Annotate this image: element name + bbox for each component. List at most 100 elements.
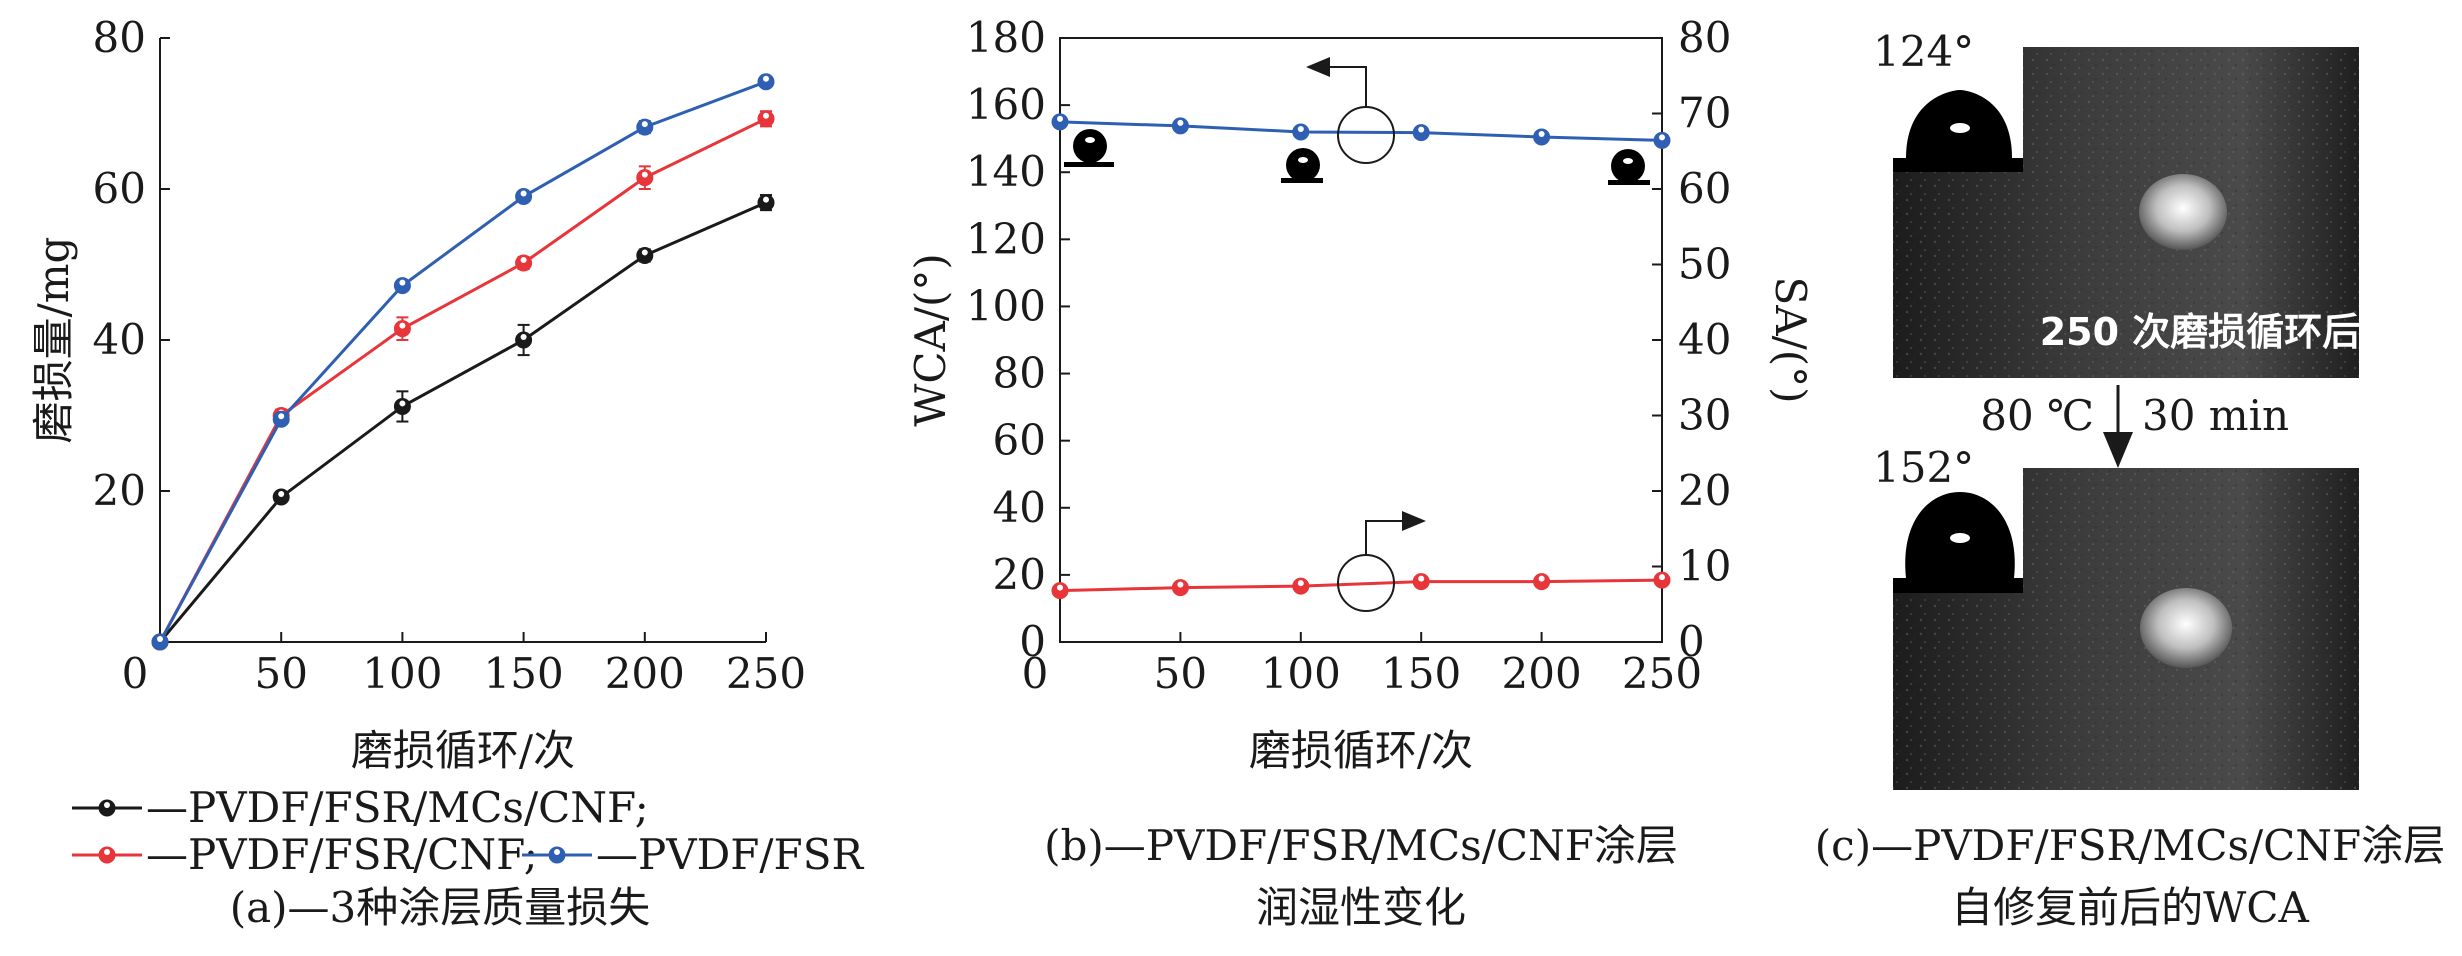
series-pvdf-fsr-cnf-point-highlight: [520, 256, 527, 263]
panel-b-x-label: 磨损循环/次: [1249, 726, 1473, 775]
panel-a-x-tick-label: 200: [605, 649, 685, 698]
series-pvdf-fsr-cnf-line: [158, 117, 767, 643]
series-pvdf-fsr-point-highlight: [520, 190, 527, 197]
panel-a-y-tick-label: 40: [93, 315, 146, 364]
panel-b-y-label-right: SA/(°): [1766, 276, 1815, 403]
panel-b-caption-line1: (b)—PVDF/FSR/MCs/CNF涂层: [1044, 821, 1678, 870]
droplet-icon: [1064, 129, 1114, 167]
series-pvdf-fsr-cnf-point-highlight: [763, 112, 769, 119]
series-pvdf-fsr-cnf-point-highlight: [641, 171, 648, 178]
panel-b-x-tick-label: 150: [1381, 649, 1461, 698]
series-wca-point-highlight: [1538, 130, 1545, 137]
panel-b-right-tick-label: 0: [1678, 617, 1705, 666]
panel-b-left-tick-label: 140: [966, 147, 1046, 196]
panel-a-caption: (a)—3种涂层质量损失: [230, 883, 651, 932]
series-pvdf-fsr-mcs-cnf-point-highlight: [399, 400, 406, 407]
series-wca-point-highlight: [1177, 119, 1184, 126]
panel-a-x-tick-label: 250: [726, 649, 806, 698]
panel-b-x-tick-label: 250: [1622, 649, 1702, 698]
panel-a-chart: 0 50 100 150 200 250 20 40 60 80 磨损循环/次 磨损量/mg —…: [29, 13, 864, 932]
angle-before-label: 124°: [1873, 27, 1974, 76]
series-pvdf-fsr-cnf: [151, 110, 775, 651]
series-wca-point-highlight: [1418, 126, 1425, 133]
panel-a-y-label: 磨损量/mg: [29, 237, 78, 444]
legend-item-red: —PVDF/FSR/CNF;: [72, 830, 538, 879]
series-wca-point-highlight: [1297, 125, 1304, 132]
series-pvdf-fsr-mcs-cnf-point-highlight: [641, 249, 648, 256]
series-pvdf-fsr-cnf-point-highlight: [399, 322, 406, 329]
panel-b-right-tick-label: 60: [1678, 164, 1731, 213]
right-axis-indicator: [1337, 511, 1426, 612]
water-bead: [2139, 174, 2227, 250]
legend-item-blue: —PVDF/FSR: [522, 830, 864, 879]
panel-b-frame: [1059, 37, 1663, 643]
series-pvdf-fsr: [151, 73, 775, 651]
series-sa: [1051, 571, 1671, 600]
series-sa-point-highlight: [1057, 584, 1063, 591]
panel-b-left-tick-label: 100: [966, 281, 1046, 330]
series-sa-point-highlight: [1177, 581, 1184, 588]
panel-b-x-tick-label: 100: [1261, 649, 1341, 698]
series-pvdf-fsr-mcs-cnf-point-highlight: [520, 334, 527, 340]
panel-b-x-tick-label: 50: [1154, 649, 1207, 698]
panel-a-y-tick-label: 20: [93, 466, 146, 515]
panel-b-right-tick-label: 30: [1678, 391, 1731, 440]
healing-time: 30 min: [2142, 391, 2289, 440]
series-wca-point-highlight: [1057, 115, 1063, 122]
legend-label-pvdf-fsr-mcs-cnf: —PVDF/FSR/MCs/CNF;: [146, 783, 649, 832]
series-sa-point-highlight: [1297, 580, 1304, 587]
series-wca-line: [1059, 120, 1663, 142]
panel-b-x-tick-label: 0: [1022, 649, 1049, 698]
panel-c-caption-line2: 自修复前后的WCA: [1951, 883, 2309, 932]
panel-a-y-tick-label: 80: [93, 13, 146, 62]
series-pvdf-fsr-point-highlight: [278, 413, 285, 420]
series-pvdf-fsr-mcs-cnf: [151, 194, 775, 651]
series-sa-point-highlight: [1659, 574, 1665, 581]
panel-b-right-tick-label: 20: [1678, 466, 1731, 515]
legend-label-pvdf-fsr: —PVDF/FSR: [596, 830, 864, 879]
panel-c-caption-line1: (c)—PVDF/FSR/MCs/CNF涂层: [1815, 821, 2445, 870]
panel-b-caption-line2: 润湿性变化: [1256, 883, 1466, 932]
panel-b-left-tick-label: 80: [993, 349, 1046, 398]
panel-b-right-tick-label: 40: [1678, 315, 1731, 364]
droplet-icon: [1281, 148, 1323, 183]
panel-a-x-label: 磨损循环/次: [351, 726, 575, 775]
series-sa-point-highlight: [1418, 575, 1425, 582]
series-pvdf-fsr-point-highlight: [157, 636, 163, 642]
series-sa-line: [1059, 578, 1663, 593]
panel-a-legend: —PVDF/FSR/MCs/CNF; —PVDF/FSR/CNF; —PVDF/…: [72, 783, 864, 879]
series-pvdf-fsr-line: [158, 80, 767, 643]
panel-b-y-label-left: WCA/(°): [906, 253, 955, 427]
panel-b-left-tick-label: 0: [1019, 617, 1046, 666]
series-pvdf-fsr-mcs-cnf-point-highlight: [278, 491, 285, 498]
photo-after-healing: [1893, 468, 2359, 790]
series-pvdf-fsr-mcs-cnf-point-highlight: [763, 196, 769, 203]
panel-b-left-tick-label: 180: [966, 13, 1046, 62]
panel-a-x-tick-label: 50: [254, 649, 307, 698]
panel-b-left-tick-label: 60: [993, 416, 1046, 465]
healing-temperature: 80 ℃: [1980, 391, 2094, 440]
series-pvdf-fsr-point-highlight: [763, 75, 769, 82]
droplet-icon: [1608, 149, 1650, 185]
photo-label: 250 次磨损循环后: [2040, 310, 2361, 354]
panel-b-left-tick-label: 120: [966, 214, 1046, 263]
left-axis-indicator: [1306, 57, 1395, 164]
panel-a-x-tick-label: 150: [484, 649, 564, 698]
panel-b-left-tick-label: 20: [993, 550, 1046, 599]
panel-a-y-tick-label: 60: [93, 164, 146, 213]
panel-b-x-tick-label: 200: [1502, 649, 1582, 698]
water-bead: [2140, 588, 2232, 668]
panel-a-x-tick-label: 100: [362, 649, 442, 698]
series-pvdf-fsr-point-highlight: [641, 121, 648, 128]
series-wca: [1051, 113, 1671, 149]
angle-after-label: 152°: [1873, 443, 1974, 492]
panel-b-right-tick-label: 10: [1678, 542, 1731, 591]
photo-before-healing: 250 次磨损循环后: [1893, 47, 2360, 378]
panel-b-left-tick-label: 160: [966, 80, 1046, 129]
legend-item-black: —PVDF/FSR/MCs/CNF;: [72, 783, 649, 832]
panel-a-x-tick-label: 0: [122, 649, 149, 698]
panel-c-photos: 250 次磨损循环后 124° 80 ℃ 30 min 152° (c)—PVD…: [1815, 27, 2445, 932]
series-sa-point-highlight: [1538, 575, 1545, 582]
panel-b-chart: 0 50 100 150 200 250 020406080100120140160180…: [906, 13, 1815, 932]
